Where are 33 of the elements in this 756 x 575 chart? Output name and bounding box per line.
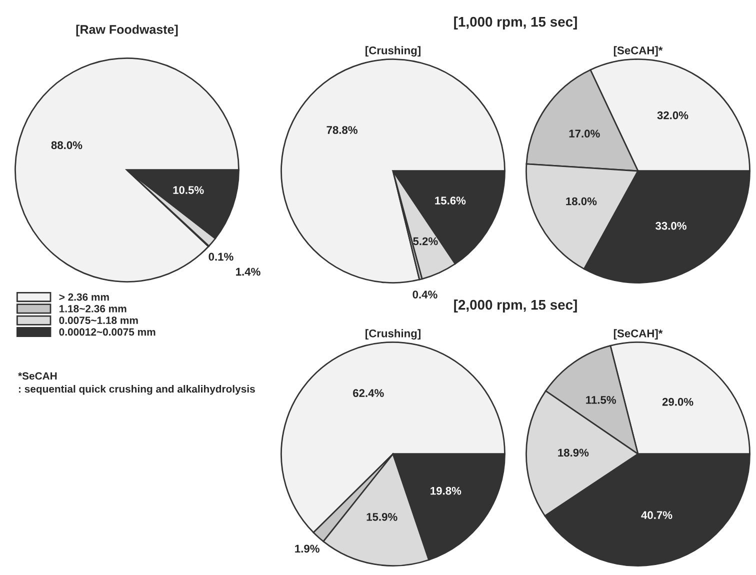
data-label: 62.4% bbox=[353, 389, 384, 398]
data-label: 32.0% bbox=[657, 111, 688, 120]
chart-title: [2,000 rpm, 15 sec] bbox=[454, 300, 577, 312]
data-label: 19.8% bbox=[430, 486, 462, 495]
data-label: 88.0% bbox=[51, 141, 82, 150]
data-label: 5.2% bbox=[413, 237, 438, 246]
data-label: 1.9% bbox=[295, 544, 320, 553]
data-label: 11.5% bbox=[586, 396, 616, 404]
data-label: 15.6% bbox=[435, 196, 466, 204]
chart-title: [SeCAH]* bbox=[614, 329, 663, 340]
data-label: 29.0% bbox=[662, 398, 694, 406]
chart-title: [Raw Foodwaste] bbox=[76, 24, 178, 36]
legend-label: 0.00012~0.0075 mm bbox=[59, 328, 156, 336]
data-label: 0.4% bbox=[412, 290, 438, 298]
data-label: 15.9% bbox=[366, 512, 398, 521]
legend-label: 1.18~2.36 mm bbox=[59, 305, 126, 312]
text: : sequential quick crushing and alkalihydrolysis bbox=[19, 385, 255, 395]
legend-label: > 2.36 mm bbox=[59, 293, 109, 301]
data-label: 0.1% bbox=[208, 252, 234, 261]
chart-title: [SeCAH]* bbox=[614, 46, 663, 57]
data-label: 10.5% bbox=[173, 186, 204, 194]
chart-subtitle: [Crushing] bbox=[366, 329, 420, 340]
text: *SeCAH bbox=[18, 372, 57, 380]
data-label: 78.8% bbox=[326, 126, 358, 134]
data-label: 18.0% bbox=[566, 197, 597, 206]
data-label: 33.0% bbox=[656, 222, 686, 230]
legend-label: 0.0075~1.18 mm bbox=[59, 316, 138, 324]
chart-title: [1,000 rpm, 15 sec] bbox=[454, 16, 577, 30]
data-label: 40.7% bbox=[641, 511, 672, 520]
data-label: 18.9% bbox=[558, 448, 589, 457]
data-label: 17.0% bbox=[569, 130, 600, 138]
data-label: 1.4% bbox=[236, 268, 260, 276]
chart-subtitle: [Crushing] bbox=[366, 46, 420, 57]
